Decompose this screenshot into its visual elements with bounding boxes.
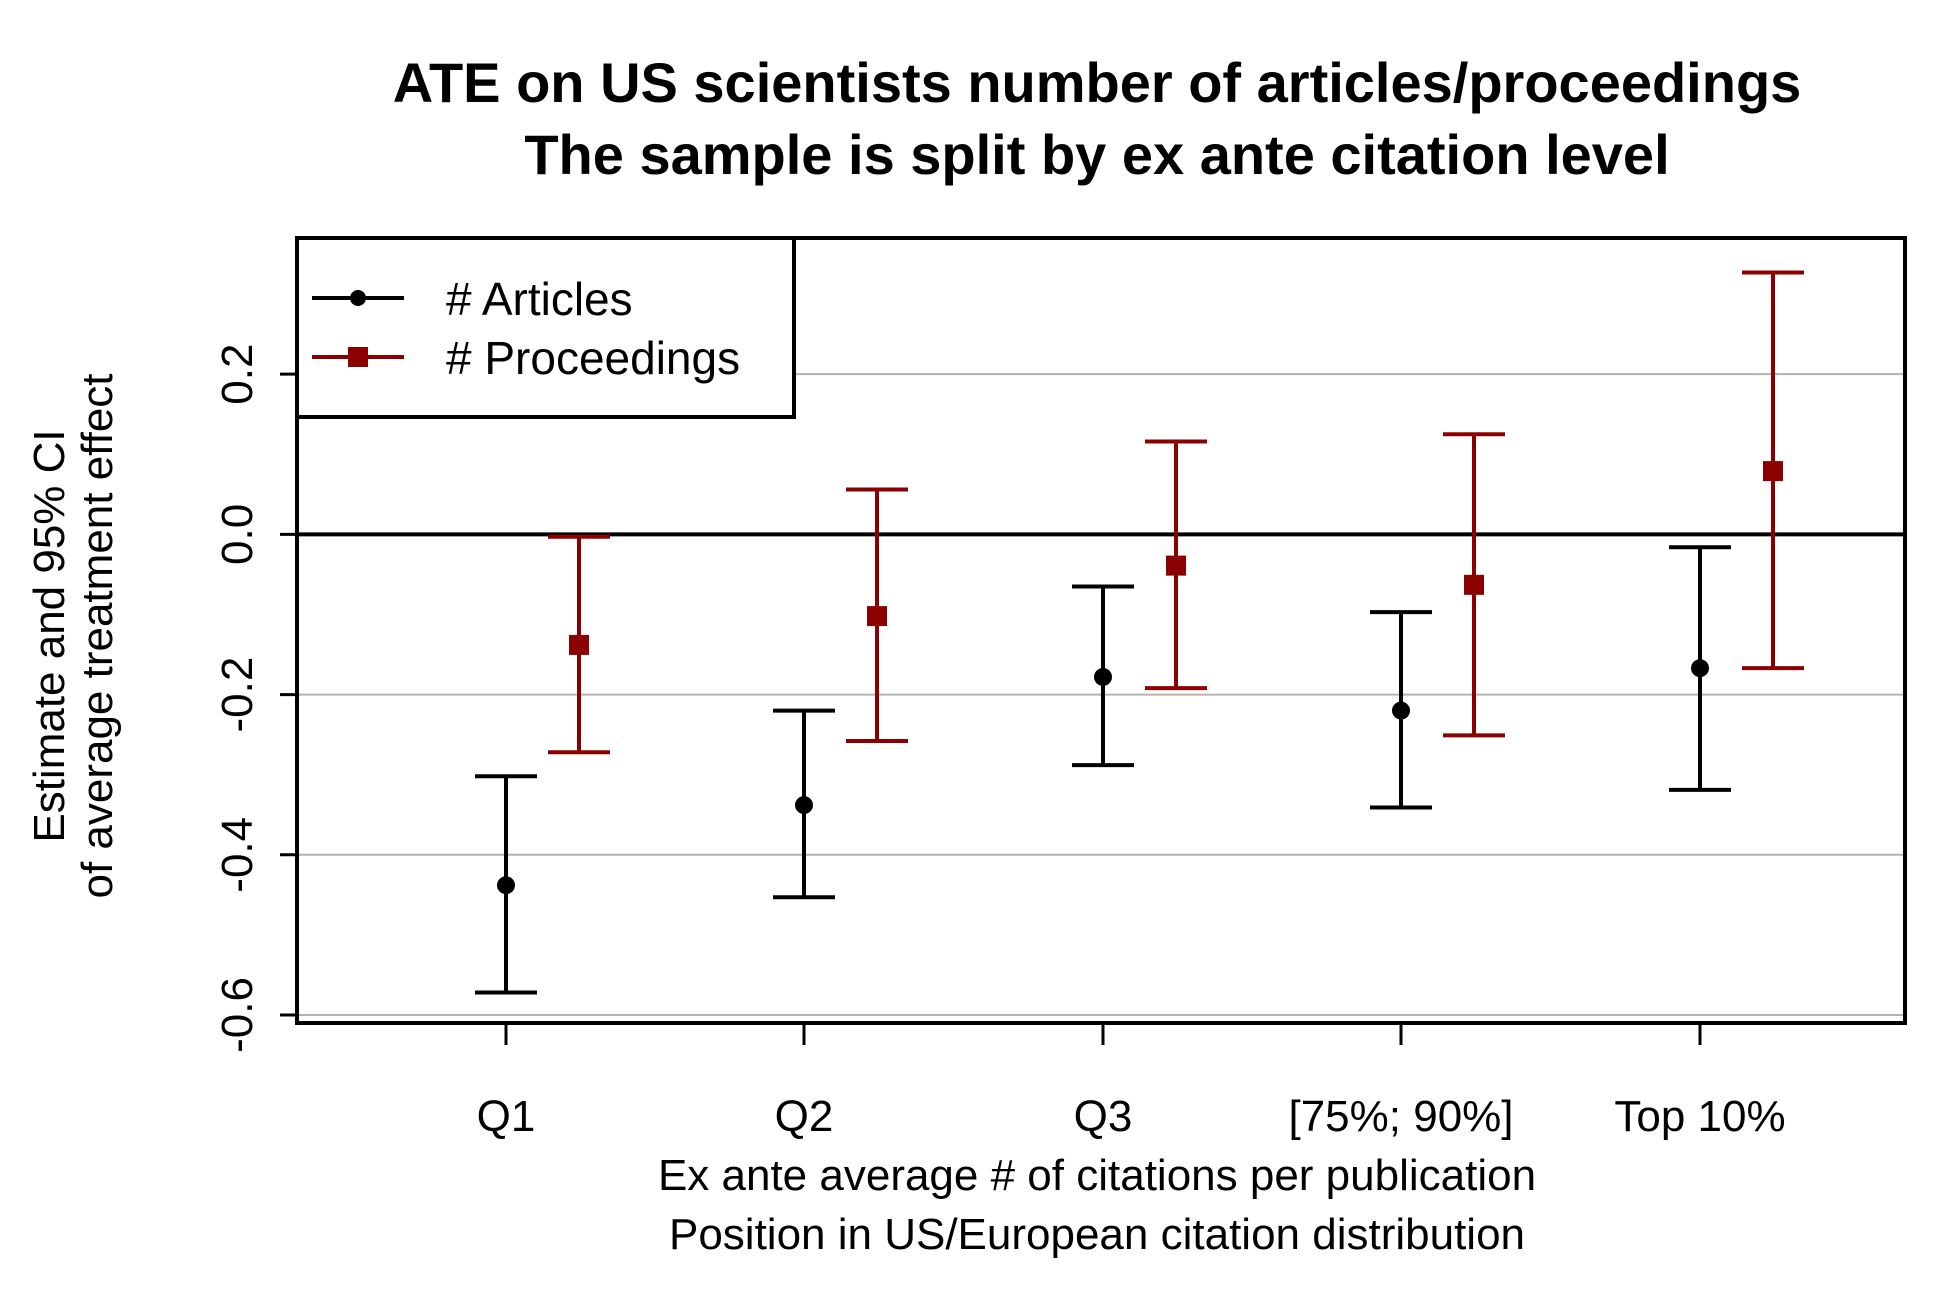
series-layer (475, 270, 1804, 995)
legend-proceedings-label: # Proceedings (446, 332, 740, 384)
point-estimate-1-4 (1763, 461, 1783, 482)
y-tick-label-1: 0.0 (213, 504, 262, 565)
legend-articles-marker (350, 290, 366, 306)
y-axis-label-line-2: of average treatment effect (73, 373, 122, 898)
x-tick-label-3: [75%; 90%] (1288, 1092, 1513, 1141)
legend-proceedings-marker (348, 347, 368, 367)
legend: # Articles # Proceedings (295, 236, 796, 419)
y-tick-label-2: -0.2 (213, 657, 262, 733)
point-estimate-0-0 (497, 876, 515, 895)
series-1 (548, 270, 1804, 755)
x-axis: Q1 Q2 Q3 [75%; 90%] Top 10% (477, 1023, 1786, 1141)
x-tick-label-4: Top 10% (1614, 1092, 1785, 1141)
point-estimate-0-3 (1392, 701, 1410, 720)
series-0 (475, 545, 1731, 995)
y-tick-label-4: -0.6 (213, 977, 262, 1053)
y-tick-label-0: 0.2 (213, 344, 262, 405)
point-estimate-0-1 (795, 796, 813, 815)
point-estimate-1-0 (569, 634, 589, 655)
y-tick-label-3: -0.4 (213, 817, 262, 893)
x-tick-label-0: Q1 (477, 1092, 536, 1141)
plot-frame (295, 236, 1907, 1025)
x-axis-label-line-2: Position in US/European citation distrib… (669, 1210, 1525, 1259)
chart-title-line-1: ATE on US scientists number of articles/… (393, 51, 1802, 114)
point-estimate-1-1 (867, 606, 887, 627)
point-estimate-1-2 (1166, 555, 1186, 576)
y-axis-label-line-1: Estimate and 95% CI (25, 429, 74, 842)
legend-articles-label: # Articles (446, 273, 633, 325)
legend-box (295, 236, 796, 419)
y-axis: 0.2 0.0 -0.2 -0.4 -0.6 (213, 344, 297, 1053)
point-estimate-0-4 (1691, 659, 1709, 678)
x-axis-label-line-1: Ex ante average # of citations per publi… (658, 1151, 1536, 1200)
x-tick-label-2: Q3 (1074, 1092, 1133, 1141)
point-estimate-1-3 (1464, 574, 1484, 595)
point-estimate-0-2 (1094, 667, 1112, 686)
x-tick-label-1: Q2 (775, 1092, 834, 1141)
chart-title-line-2: The sample is split by ex ante citation … (524, 123, 1669, 186)
